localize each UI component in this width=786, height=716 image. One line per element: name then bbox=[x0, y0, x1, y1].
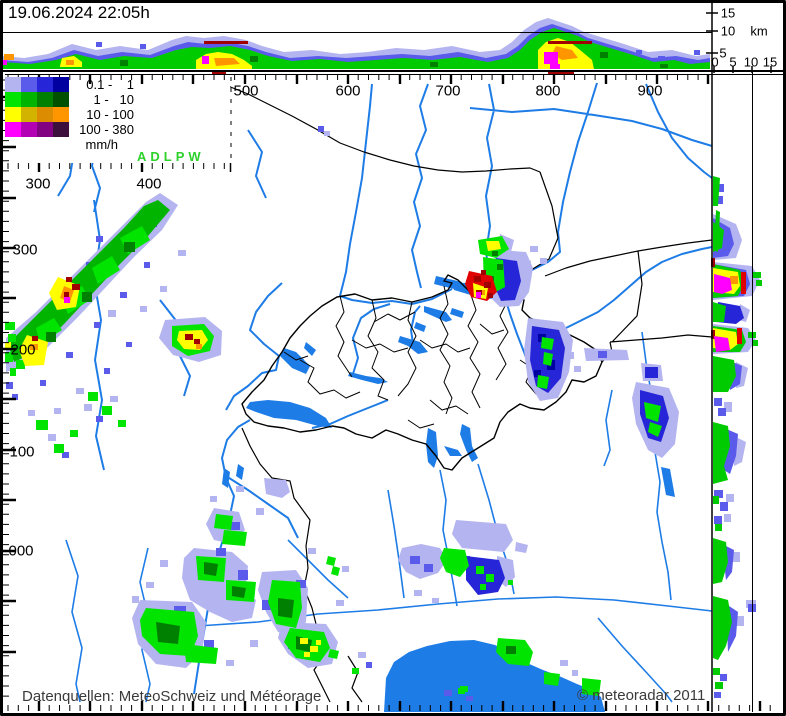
precip-map-layer bbox=[5, 126, 679, 701]
dist-ruler-ticks bbox=[713, 66, 772, 73]
height-label-5km: 5 bbox=[719, 45, 727, 61]
legend-swatch bbox=[21, 122, 37, 137]
dist-label-10: 10 bbox=[743, 54, 759, 70]
inset-grid-label-400: 400 bbox=[136, 175, 162, 193]
radar-station-codes: ADLPW bbox=[137, 149, 205, 164]
inset-ruler-major bbox=[37, 163, 144, 172]
legend-swatch bbox=[37, 122, 53, 137]
legend-swatch bbox=[37, 92, 53, 107]
height-unit-label: km bbox=[750, 23, 768, 39]
legend-swatch bbox=[53, 107, 69, 122]
grid-label-e900: 900 bbox=[637, 82, 663, 100]
inset-grid-label-300: 300 bbox=[25, 175, 51, 193]
legend-range-label: 100 - 380 bbox=[79, 122, 134, 137]
legend-range-label: 1 - 10 bbox=[93, 92, 134, 107]
height-label-15km: 15 bbox=[720, 5, 736, 21]
grid-label-n200: 200 bbox=[10, 341, 36, 359]
legend-swatch bbox=[21, 107, 37, 122]
grid-label-n300: 300 bbox=[12, 241, 38, 259]
grid-label-e500: 500 bbox=[233, 82, 259, 100]
legend-swatch bbox=[5, 92, 21, 107]
grid-label-n000: 000 bbox=[8, 542, 34, 560]
grid-label-e700: 700 bbox=[435, 82, 461, 100]
legend-range-label: 0.1 - 1 bbox=[86, 77, 134, 92]
legend-swatch bbox=[37, 107, 53, 122]
profile-right-layer bbox=[711, 176, 762, 698]
legend-swatch bbox=[5, 107, 21, 122]
rulers bbox=[3, 12, 772, 711]
dist-label-0: 0 bbox=[711, 54, 719, 70]
profile-top-layer bbox=[2, 18, 710, 75]
bottom-ruler-major bbox=[37, 701, 762, 711]
legend-swatch bbox=[21, 77, 37, 92]
dist-label-15: 15 bbox=[762, 54, 778, 70]
legend-swatch bbox=[53, 92, 69, 107]
grid-label-e600: 600 bbox=[335, 82, 361, 100]
timestamp: 19.06.2024 22:05h bbox=[8, 3, 150, 22]
height-label-10km: 10 bbox=[720, 23, 736, 39]
legend-swatch bbox=[21, 92, 37, 107]
dist-label-5: 5 bbox=[729, 54, 737, 70]
legend-swatch bbox=[5, 122, 21, 137]
legend-range-label: 10 - 100 bbox=[86, 107, 134, 122]
legend-swatch bbox=[37, 77, 53, 92]
height-ruler-ticks bbox=[706, 12, 718, 54]
grid-label-n100: 100 bbox=[9, 443, 35, 461]
legend-swatch bbox=[5, 77, 21, 92]
legend-swatch bbox=[53, 77, 69, 92]
data-sources-label: Datenquellen: MeteoSchweiz und Météorage bbox=[22, 688, 322, 705]
legend-swatch bbox=[53, 122, 69, 137]
inset-ruler-minor bbox=[7, 163, 225, 169]
legend-unit-label: mm/h bbox=[85, 137, 119, 152]
grid-label-e800: 800 bbox=[535, 82, 561, 100]
copyright-label: © meteoradar 2011 bbox=[577, 687, 706, 704]
